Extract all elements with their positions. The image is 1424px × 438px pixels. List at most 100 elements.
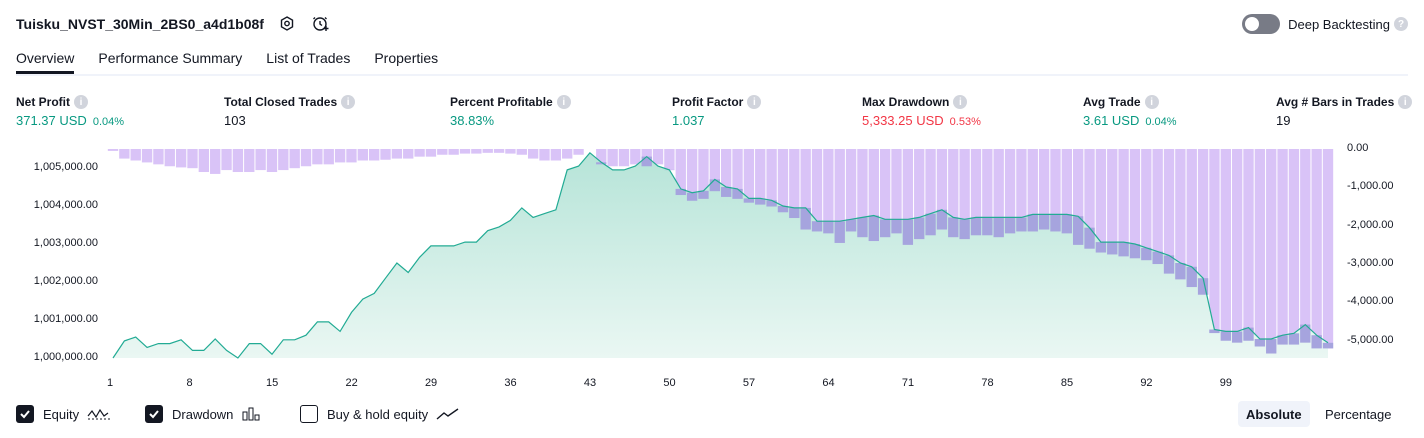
drawdown-bar-overlap bbox=[845, 219, 857, 232]
drawdown-bar bbox=[175, 149, 187, 168]
drawdown-bar bbox=[1027, 149, 1038, 232]
equity-checkbox[interactable] bbox=[16, 405, 34, 423]
stat-avg-bars: Avg # Bars in Trades i 19 bbox=[1276, 94, 1413, 129]
drawdown-bar bbox=[925, 149, 936, 236]
drawdown-bar bbox=[255, 149, 266, 171]
drawdown-bar bbox=[187, 149, 198, 169]
tab-properties[interactable]: Properties bbox=[374, 50, 439, 66]
drawdown-bar-overlap bbox=[1038, 214, 1050, 230]
drawdown-bar bbox=[1163, 149, 1175, 274]
info-icon[interactable]: i bbox=[1144, 95, 1159, 109]
drawdown-bar bbox=[834, 149, 845, 243]
info-icon[interactable]: i bbox=[341, 95, 356, 109]
y-tick-label: 1,004,000.00 bbox=[33, 199, 98, 211]
drawdown-bar bbox=[1050, 149, 1061, 232]
stat-value: 5,333.25 USD bbox=[862, 113, 944, 128]
drawdown-bar-overlap bbox=[1073, 216, 1084, 245]
drawdown-bar-overlap bbox=[948, 217, 959, 238]
legend-buy-hold[interactable]: Buy & hold equity bbox=[300, 402, 460, 426]
drawdown-overlap bbox=[596, 156, 1334, 354]
drawdown-bar-overlap bbox=[1084, 227, 1095, 249]
drawdown-bar-overlap bbox=[857, 217, 868, 238]
drawdown-bar bbox=[437, 149, 448, 155]
drawdown-bar bbox=[721, 149, 732, 197]
drawdown-bar-overlap bbox=[1186, 266, 1197, 288]
drawdown-bar-overlap bbox=[1209, 329, 1220, 334]
stat-avg-trade: Avg Trade i 3.61 USD 0.04% bbox=[1083, 94, 1177, 129]
legend-label: Drawdown bbox=[172, 406, 234, 422]
drawdown-bar bbox=[414, 149, 425, 157]
legend-drawdown[interactable]: Drawdown bbox=[145, 402, 261, 426]
drawdown-bar bbox=[607, 149, 618, 167]
drawdown-bar bbox=[357, 149, 368, 161]
drawdown-bar bbox=[482, 149, 493, 153]
strategy-header: Tuisku_NVST_30Min_2BS0_a4d1b08f bbox=[16, 12, 332, 36]
drawdown-bar bbox=[505, 149, 516, 154]
drawdown-bar bbox=[845, 149, 857, 232]
tab-overview[interactable]: Overview bbox=[16, 42, 75, 74]
drawdown-bar-overlap bbox=[993, 217, 1004, 238]
y-tick-label: -3,000.00 bbox=[1347, 257, 1394, 270]
drawdown-bar bbox=[743, 149, 755, 203]
info-icon[interactable]: i bbox=[1398, 95, 1413, 109]
drawdown-bar-overlap bbox=[709, 179, 720, 192]
drawdown-bar bbox=[232, 149, 244, 173]
drawdown-bar bbox=[868, 149, 879, 242]
drawdown-bar bbox=[198, 149, 210, 173]
drawdown-bar bbox=[823, 149, 834, 234]
legend-label: Buy & hold equity bbox=[327, 406, 429, 422]
y-tick-label: -2,000.00 bbox=[1347, 218, 1394, 231]
info-icon[interactable]: i bbox=[74, 95, 88, 109]
y-tick-label: 1,001,000.00 bbox=[33, 313, 98, 325]
drawdown-bar-overlap bbox=[970, 217, 982, 236]
drawdown-bar bbox=[789, 149, 800, 219]
drawdown-bar-overlap bbox=[1175, 263, 1186, 280]
drawdown-bar bbox=[425, 149, 437, 157]
y-tick-label: -4,000.00 bbox=[1347, 295, 1394, 308]
y-tick-label: -1,000.00 bbox=[1347, 180, 1394, 193]
drawdown-bar-overlap bbox=[1141, 247, 1152, 261]
stat-label: Profit Factor bbox=[672, 95, 744, 109]
drawdown-bar bbox=[664, 149, 675, 171]
add-alert-icon[interactable] bbox=[310, 13, 332, 35]
drawdown-checkbox[interactable] bbox=[145, 405, 163, 423]
info-icon[interactable]: i bbox=[556, 95, 571, 109]
info-icon[interactable]: i bbox=[747, 95, 762, 109]
info-icon[interactable]: ? bbox=[1394, 17, 1408, 31]
drawdown-bar bbox=[948, 149, 959, 238]
drawdown-bar bbox=[1061, 149, 1073, 234]
y-tick-label: 1,002,000.00 bbox=[33, 275, 98, 287]
drawdown-bar-overlap bbox=[777, 206, 789, 213]
deep-backtesting-toggle[interactable] bbox=[1242, 14, 1281, 34]
drawdown-bar bbox=[562, 149, 573, 159]
drawdown-bar-overlap bbox=[641, 156, 652, 167]
drawdown-bar-overlap bbox=[1277, 335, 1288, 345]
info-icon[interactable]: i bbox=[953, 95, 968, 109]
stat-value: 1.037 bbox=[672, 113, 705, 128]
drawdown-bars-icon bbox=[241, 407, 261, 421]
percentage-button[interactable]: Percentage bbox=[1325, 406, 1392, 422]
settings-icon[interactable] bbox=[276, 13, 298, 35]
drawdown-bar-overlap bbox=[879, 219, 891, 238]
drawdown-bar bbox=[1300, 149, 1311, 343]
drawdown-bar bbox=[323, 149, 334, 165]
legend-equity[interactable]: Equity bbox=[16, 402, 111, 426]
drawdown-bar bbox=[119, 149, 130, 159]
absolute-button[interactable]: Absolute bbox=[1238, 401, 1310, 427]
stat-label: Max Drawdown bbox=[862, 95, 950, 109]
drawdown-bar-overlap bbox=[811, 221, 823, 232]
drawdown-bar-overlap bbox=[1311, 335, 1322, 349]
tab-list-of-trades[interactable]: List of Trades bbox=[266, 50, 351, 66]
drawdown-bar-overlap bbox=[1016, 217, 1027, 232]
x-tick-label: 43 bbox=[583, 377, 597, 389]
drawdown-bar bbox=[675, 149, 686, 196]
y-tick-label: 1,000,000.00 bbox=[33, 351, 98, 363]
buy-hold-checkbox[interactable] bbox=[300, 405, 318, 423]
x-tick-label: 15 bbox=[265, 377, 279, 389]
stat-profit-factor: Profit Factor i 1.037 bbox=[672, 94, 762, 129]
drawdown-bar bbox=[1288, 149, 1300, 345]
x-tick-label: 22 bbox=[345, 377, 358, 389]
stat-label: Avg Trade bbox=[1083, 95, 1141, 109]
tab-performance-summary[interactable]: Performance Summary bbox=[98, 50, 243, 66]
